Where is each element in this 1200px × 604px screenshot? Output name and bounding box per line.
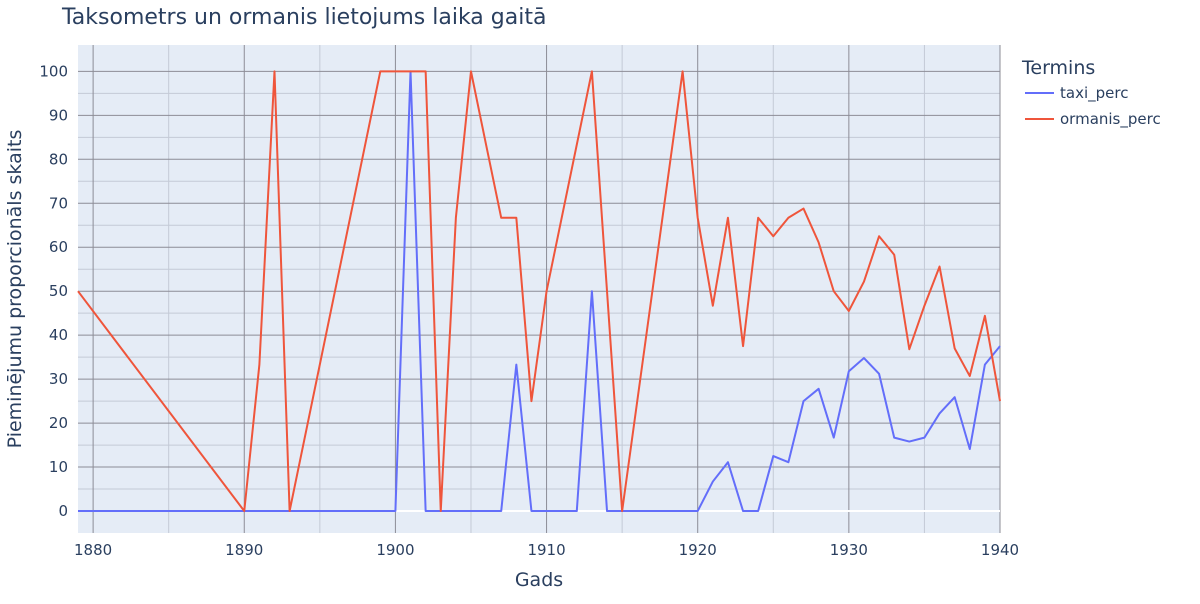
legend-label-taxi_perc: taxi_perc [1060,84,1128,103]
series-group [77,70,1001,513]
legend-title: Termins [1021,57,1095,79]
y-tick-label: 50 [49,282,68,300]
legend-label-ormanis_perc: ormanis_perc [1060,110,1161,129]
y-tick-label: 80 [49,150,68,168]
y-tick-label: 20 [49,414,68,432]
x-tick-label: 1890 [225,541,263,559]
y-tick-label: 0 [58,502,68,520]
x-tick-label: 1910 [527,541,565,559]
y-tick-label: 60 [49,238,68,256]
x-tick-label: 1930 [830,541,868,559]
legend: Termins taxi_perc ormanis_perc [1021,57,1161,129]
x-tick-label: 1900 [376,541,414,559]
y-axis-title: Pieminējumu proporcionāls skaits [4,130,26,449]
x-tick-label: 1880 [74,541,112,559]
x-axis-ticks: 1880 1890 1900 1910 1920 1930 1940 [74,541,1019,559]
y-axis-ticks: 0 10 20 30 40 50 60 70 80 90 100 [39,62,68,520]
y-tick-label: 30 [49,370,68,388]
major-grid [78,45,1001,533]
x-axis-title: Gads [515,569,563,591]
y-tick-label: 90 [49,106,68,124]
minor-grid [78,45,1000,533]
plot-area [78,45,1000,533]
series-line-ormanis_perc [77,70,1001,513]
y-tick-label: 100 [39,62,68,80]
y-tick-label: 10 [49,458,68,476]
y-tick-label: 40 [49,326,68,344]
y-tick-label: 70 [49,194,68,212]
series-line-taxi_perc [78,70,1001,513]
chart-title: Taksometrs un ormanis lietojums laika ga… [61,5,546,30]
x-tick-label: 1920 [679,541,717,559]
x-tick-label: 1940 [981,541,1019,559]
